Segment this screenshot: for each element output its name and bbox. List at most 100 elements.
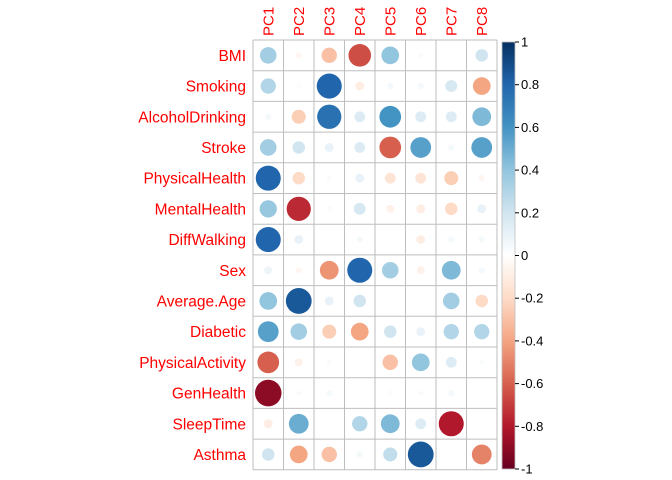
correlation-circle [350, 322, 369, 341]
correlation-circle [295, 267, 302, 274]
correlation-circle [261, 448, 275, 461]
correlation-circle [259, 47, 277, 64]
correlation-circle [474, 323, 490, 340]
correlation-circle [384, 172, 396, 184]
correlation-circle [381, 46, 400, 65]
correlation-circle [387, 82, 394, 90]
correlation-circle [265, 113, 272, 120]
correlation-circle [326, 175, 332, 181]
colorbar-tick-label: 0 [521, 248, 528, 263]
correlation-circle [354, 142, 366, 153]
correlation-circle [254, 379, 282, 407]
correlation-circle [448, 144, 455, 151]
colorbar-tick-label: 0.2 [521, 205, 539, 220]
row-labels: BMI Smoking AlcoholDrinking Stroke PhysicalH… [138, 48, 246, 464]
correlation-circle [448, 389, 455, 397]
correlation-circle [407, 441, 434, 468]
plot-grid [252, 39, 498, 471]
colorbar-tick-label: -0.2 [521, 291, 543, 306]
correlation-circle [291, 109, 306, 124]
correlation-circle [354, 111, 366, 123]
colorbar-tick-label: 0.4 [521, 163, 539, 178]
correlation-circle [317, 104, 342, 129]
correlation-circle [418, 52, 424, 58]
correlation-circle [445, 80, 458, 92]
correlation-circle [264, 266, 273, 275]
column-label: PC1 [260, 7, 277, 36]
correlation-circle [292, 171, 306, 185]
correlation-circle [381, 261, 399, 279]
correlation-circle [418, 390, 424, 396]
correlation-circle [296, 84, 301, 89]
correlation-circle [475, 294, 489, 308]
correlation-circle [416, 327, 426, 337]
correlation-circle [285, 288, 312, 314]
correlation-circle [416, 204, 426, 214]
correlation-circle [316, 73, 342, 99]
correlation-circle [444, 171, 459, 186]
correlation-circle [353, 294, 367, 308]
column-label: PC6 [413, 7, 430, 36]
row-label: Average.Age [157, 293, 246, 310]
correlation-circle [386, 204, 395, 213]
correlation-circle [326, 206, 332, 212]
correlation-circle [380, 414, 400, 434]
correlation-circle [441, 260, 461, 280]
correlation-circle [417, 82, 424, 90]
colorbar-legend: 1 0.8 0.6 0.4 0.2 0 -0.2 -0.4 -0.6 -0.8 -1 [501, 35, 543, 477]
correlation-circle [415, 172, 427, 184]
column-label: PC8 [474, 7, 491, 36]
correlation-circle [356, 451, 363, 458]
correlation-circle [295, 52, 302, 59]
colorbar-tick-label: -1 [521, 462, 533, 477]
correlation-circle [444, 202, 458, 216]
correlation-circle [326, 359, 332, 365]
correlation-circle [478, 267, 485, 274]
column-label: PC5 [382, 7, 399, 36]
row-label: PhysicalHealth [143, 171, 246, 188]
row-label: Asthma [193, 447, 246, 464]
column-label: PC7 [443, 7, 460, 36]
correlation-circles [254, 44, 493, 468]
correlation-circle [290, 323, 308, 340]
colorbar-tick-label: 0.6 [521, 120, 539, 135]
row-label: BMI [218, 48, 246, 65]
correlation-circle [443, 323, 459, 340]
colorbar-tick-label: 1 [521, 35, 528, 50]
colorbar-tick-label: -0.4 [521, 333, 543, 348]
correlation-circle [475, 49, 489, 62]
row-label: Sex [219, 263, 246, 280]
correlation-circle [259, 200, 277, 218]
correlation-circle [382, 354, 398, 371]
correlation-circle [294, 358, 303, 367]
correlation-circle [347, 257, 373, 283]
row-label: PhysicalActivity [139, 355, 246, 372]
correlation-circle [410, 137, 432, 158]
correlation-circle [383, 325, 397, 338]
correlation-circle [321, 47, 337, 64]
correlation-circle [324, 143, 334, 152]
correlation-circle [379, 136, 402, 159]
correlation-circle [322, 324, 337, 339]
row-label: Diabetic [190, 324, 246, 341]
correlation-circle [288, 413, 309, 434]
correlation-circle [445, 111, 457, 123]
correlation-circle [321, 446, 337, 463]
correlation-circle [257, 351, 280, 374]
correlation-circle [263, 419, 273, 429]
correlation-circle [472, 77, 491, 95]
correlation-circle [416, 235, 426, 244]
correlation-circle [255, 227, 281, 253]
correlation-circle [356, 236, 363, 243]
correlation-circle [387, 390, 393, 396]
correlation-circle [471, 137, 493, 158]
correlation-circle [411, 353, 430, 372]
colorbar-tick-label: -0.6 [521, 376, 543, 391]
correlation-circle [324, 296, 334, 306]
correlation-circle [438, 411, 464, 437]
correlation-circle [416, 266, 425, 275]
correlation-circle [348, 44, 372, 67]
row-label: Smoking [186, 79, 246, 96]
colorbar-gradient [501, 41, 516, 470]
